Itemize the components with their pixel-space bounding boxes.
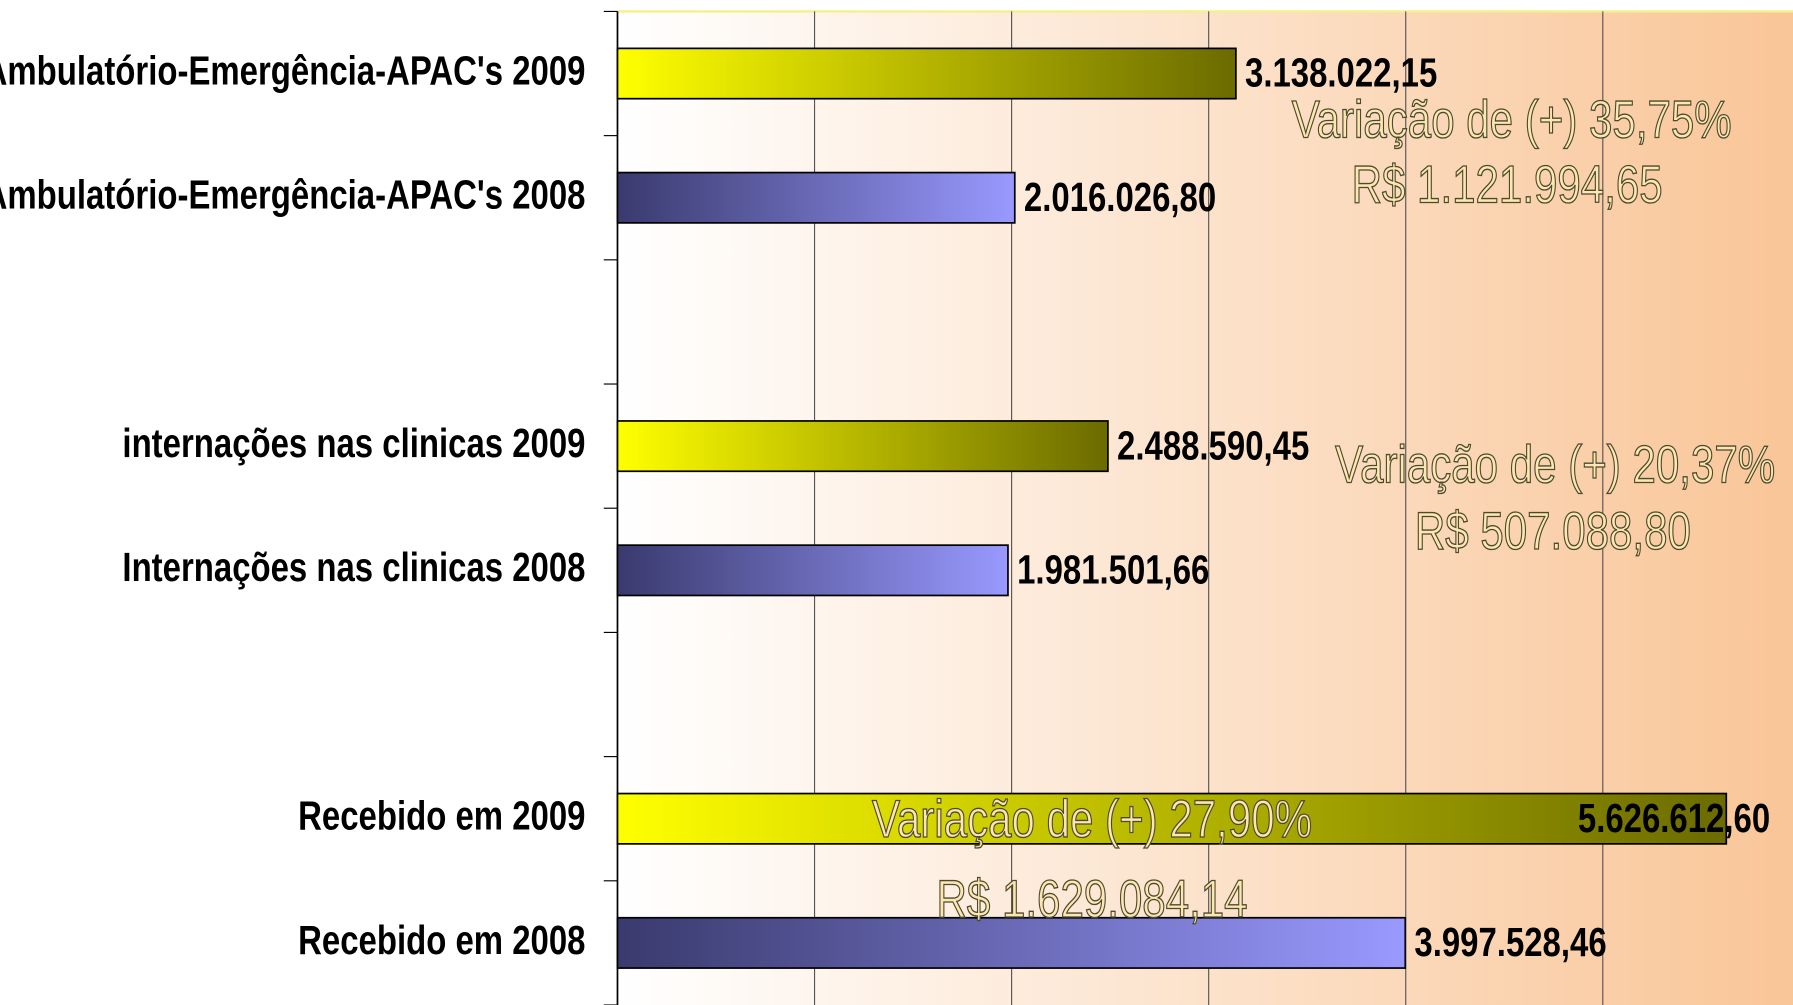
annotation: R$ 1.629.084,14 (937, 871, 1248, 930)
value-label: 1.981.501,66 (1017, 546, 1209, 592)
annotation: R$ 507.088,80 (1415, 503, 1691, 562)
value-label: 5.626.612,60 (1578, 794, 1770, 840)
category-label: Ambulatório-Emergência-APAC's 2009 (0, 47, 585, 93)
bar (616, 47, 1237, 100)
value-label: 2.016.026,80 (1024, 173, 1216, 219)
bar (616, 916, 1407, 969)
annotation: R$ 1.121.994,65 (1352, 156, 1663, 215)
category-label: Recebido em 2009 (298, 792, 585, 838)
category-label: Internações nas clinicas 2008 (122, 544, 585, 590)
bar (616, 420, 1109, 473)
bar (616, 544, 1009, 597)
value-label: 3.997.528,46 (1414, 919, 1606, 965)
category-label: Recebido em 2008 (298, 916, 585, 962)
category-label: Ambulatório-Emergência-APAC's 2008 (0, 171, 585, 217)
annotation: Variação de (+) 35,75% (1292, 91, 1732, 150)
value-label: 2.488.590,45 (1117, 422, 1309, 468)
annotation: Variação de (+) 27,90% (872, 791, 1312, 850)
annotation: Variação de (+) 20,37% (1335, 436, 1775, 495)
category-label: internações nas clinicas 2009 (122, 419, 585, 465)
value-label: 3.138.022,15 (1245, 49, 1437, 95)
bar (616, 171, 1016, 224)
bar (616, 792, 1728, 845)
